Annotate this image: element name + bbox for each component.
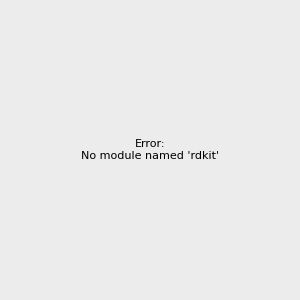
Text: Error:
No module named 'rdkit': Error: No module named 'rdkit': [81, 139, 219, 161]
